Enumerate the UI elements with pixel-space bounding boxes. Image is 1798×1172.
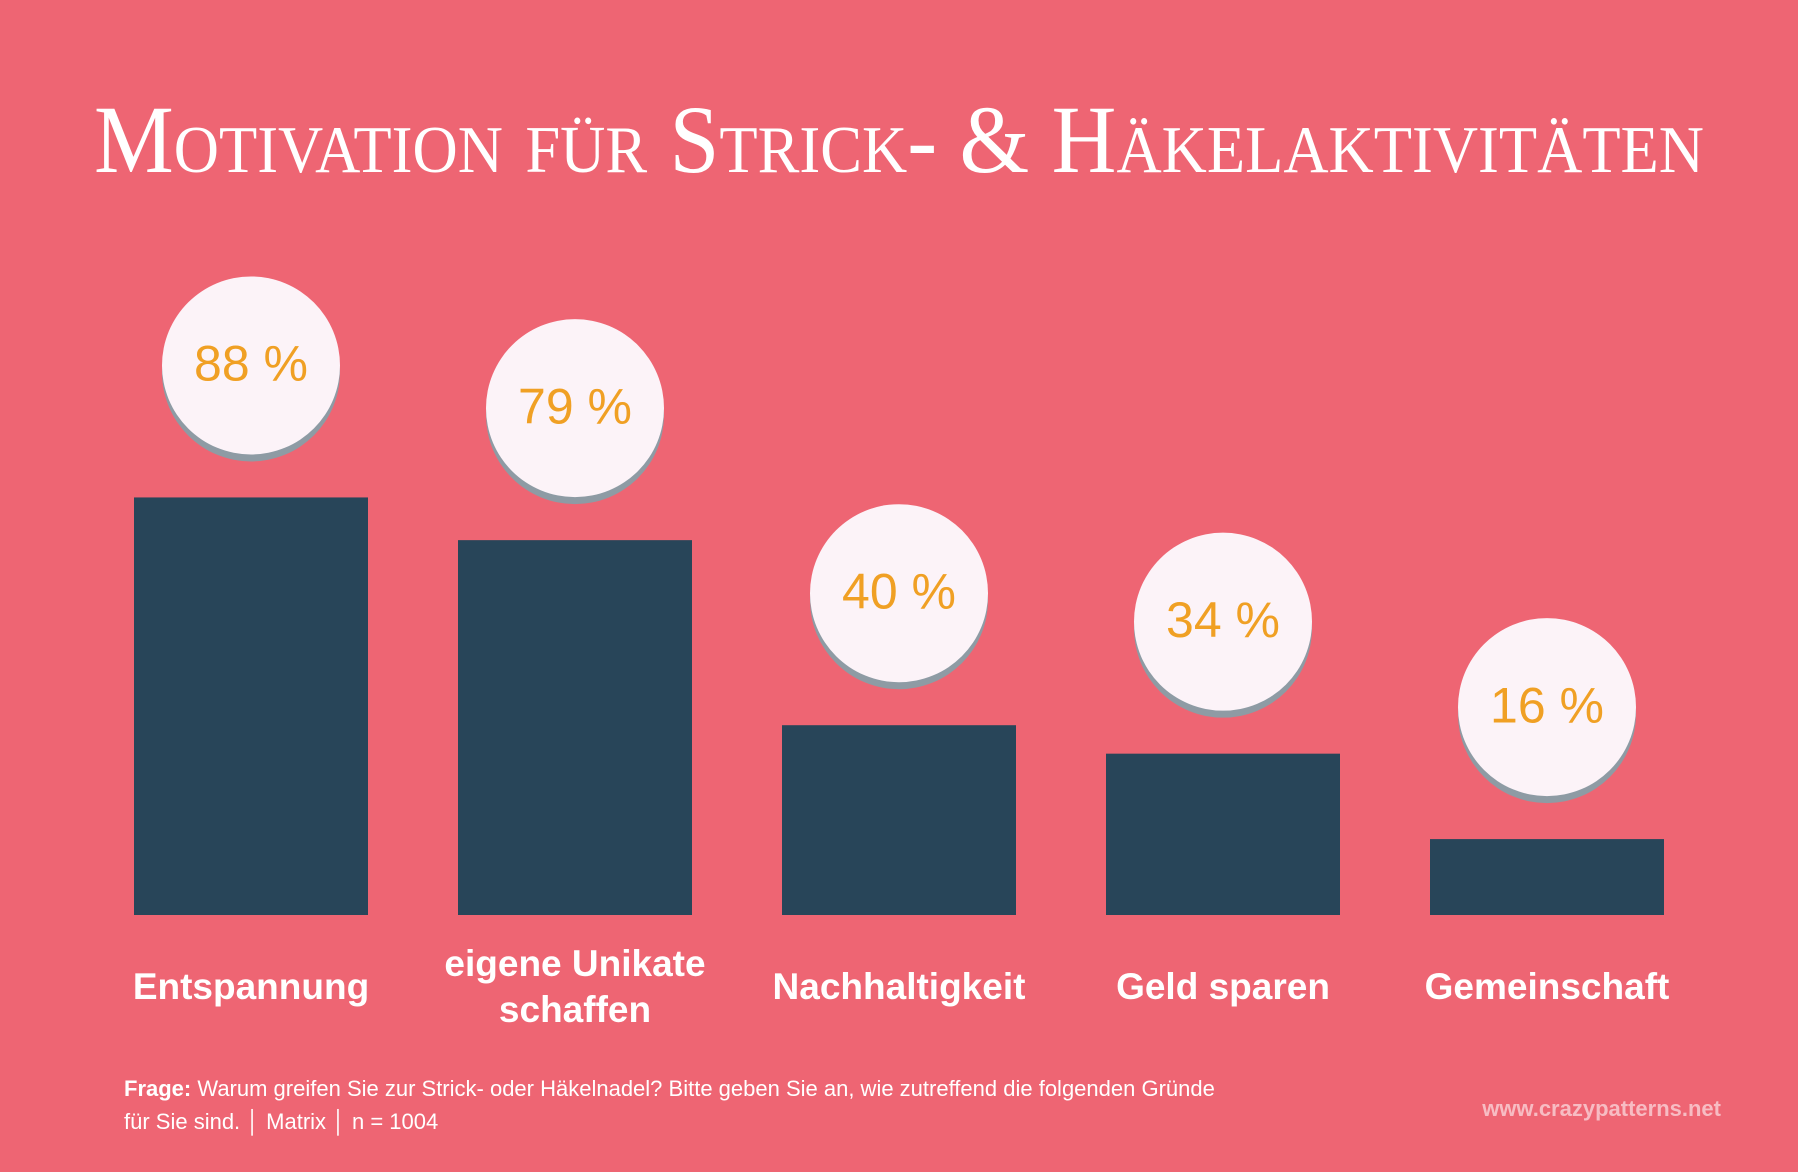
category-label: Geld sparen — [1116, 966, 1330, 1007]
bar — [134, 497, 368, 915]
note-text: Warum greifen Sie zur Strick- oder Häkel… — [124, 1076, 1215, 1134]
label-bubble — [486, 319, 664, 498]
bar — [458, 540, 692, 915]
value-label: 34 % — [1166, 592, 1280, 648]
category-label: Nachhaltigkeit — [772, 966, 1026, 1007]
category-label: Gemeinschaft — [1424, 966, 1670, 1007]
bar — [782, 725, 1016, 915]
footnote: Frage: Warum greifen Sie zur Strick- ode… — [124, 1072, 1224, 1138]
source: www.crazypatterns.net — [1482, 1096, 1721, 1121]
note-label: Frage: — [124, 1076, 192, 1101]
label-bubble — [810, 504, 988, 683]
bar — [1106, 753, 1340, 915]
label-bubble — [1458, 618, 1636, 797]
value-label: 79 % — [518, 378, 632, 434]
value-label: 88 % — [194, 336, 308, 392]
value-label: 40 % — [842, 563, 956, 619]
category-label: eigene Unikate schaffen — [444, 943, 706, 1030]
label-bubble — [162, 276, 340, 455]
label-bubble — [1134, 532, 1312, 711]
category-label: Entspannung — [132, 966, 370, 1007]
value-label: 16 % — [1490, 677, 1604, 733]
bar — [1430, 839, 1664, 915]
chart-title: Motivation für Strick- & Häkelaktivitäte… — [94, 86, 1704, 193]
